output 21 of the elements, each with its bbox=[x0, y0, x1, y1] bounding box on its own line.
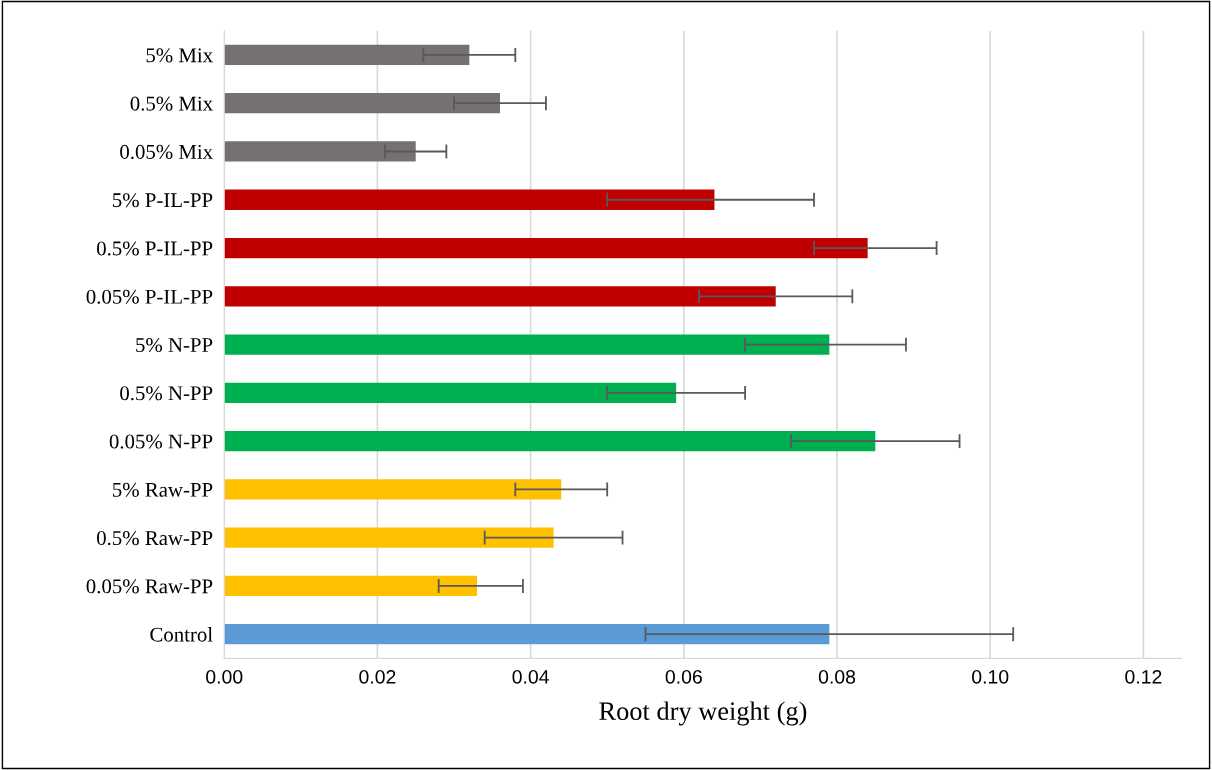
x-tick-label: 0.00 bbox=[206, 669, 243, 684]
y-tick-label: 0.05% P-IL-PP bbox=[86, 289, 213, 304]
y-tick-label: 0.5% Raw-PP bbox=[97, 531, 213, 546]
x-tick-label: 0.10 bbox=[972, 669, 1009, 684]
x-tick-label: 0.06 bbox=[665, 669, 702, 684]
y-tick-label: 5% Raw-PP bbox=[113, 482, 213, 497]
y-tick-label: Control bbox=[150, 626, 213, 642]
x-axis-title: Root dry weight (g) bbox=[599, 701, 807, 726]
y-tick-label: 0.05% Raw-PP bbox=[86, 579, 213, 594]
y-tick-label: 0.5% P-IL-PP bbox=[97, 241, 213, 256]
x-tick-label: 0.02 bbox=[359, 669, 396, 684]
y-tick-label: 0.5% Mix bbox=[130, 96, 213, 111]
x-tick-label: 0.08 bbox=[818, 669, 856, 684]
y-tick-label: 5% N-PP bbox=[136, 337, 213, 353]
y-tick-label: 5% P-IL-PP bbox=[113, 193, 213, 208]
y-tick-label: 5% Mix bbox=[146, 48, 213, 63]
x-tick-label: 0.12 bbox=[1125, 669, 1162, 684]
y-tick-label: 0.5% N-PP bbox=[120, 386, 213, 401]
y-tick-label: 0.05% N-PP bbox=[109, 434, 213, 449]
y-tick-label: 0.05% Mix bbox=[120, 144, 213, 160]
x-tick-label: 0.04 bbox=[512, 669, 549, 684]
